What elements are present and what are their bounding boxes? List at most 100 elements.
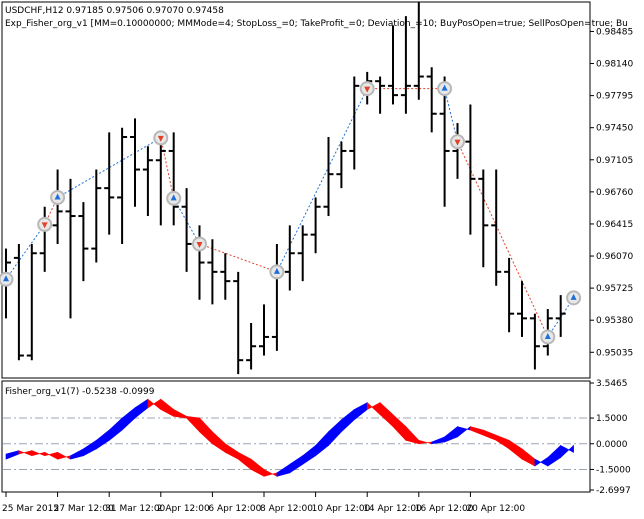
sell-arrow-icon: [196, 241, 203, 248]
fisher-segment: [302, 444, 316, 465]
ohlc-bar: [246, 322, 257, 370]
buy-arrow-icon: [441, 84, 448, 91]
ohlc-bar: [452, 123, 463, 179]
fisher-segment: [315, 431, 329, 457]
fisher-segment: [534, 456, 549, 467]
ohlc-bar: [336, 141, 347, 189]
fisher-segment: [121, 407, 136, 431]
fisher-segment: [237, 451, 252, 471]
ohlc-bar: [284, 225, 295, 291]
time-tick-label: 2 Apr 12:00: [157, 504, 210, 514]
ohlc-bar: [65, 178, 76, 319]
ohlc-bar: [233, 271, 244, 375]
trade-marker: [192, 236, 207, 252]
ohlc-bar: [13, 243, 24, 361]
trade-link: [444, 88, 458, 142]
ohlc-bar: [478, 169, 489, 268]
fisher-segment: [147, 398, 162, 411]
ohlc-bar: [142, 146, 153, 217]
ohlc-bar: [439, 76, 450, 207]
ohlc-bar: [375, 76, 386, 114]
trade-markers: [0, 81, 582, 345]
fisher-segment: [173, 408, 187, 419]
fisher-segment: [547, 444, 562, 467]
trade-link: [160, 137, 175, 199]
ohlc-bar: [91, 169, 102, 263]
fisher-segment: [366, 401, 381, 416]
ohlc-bar: [271, 243, 282, 351]
trade-link: [5, 224, 46, 280]
fisher-segment: [263, 468, 278, 477]
ohlc-bar: [130, 118, 140, 207]
time-tick-label: 20 Apr 12:00: [466, 504, 525, 514]
sell-arrow-icon: [454, 139, 461, 146]
fisher-segment: [560, 444, 574, 459]
ohlc-bar: [310, 197, 321, 254]
price-tick-label: 0.96760: [596, 188, 633, 198]
time-tick-label: 16 Apr 12:00: [415, 504, 474, 514]
fisher-segment: [405, 425, 420, 445]
indicator-tick-label: 3.5465: [596, 379, 628, 389]
fisher-segment: [31, 450, 46, 457]
fisher-segment: [160, 398, 174, 417]
ohlc-bar: [78, 202, 89, 282]
indicator-tick-label: -1.5000: [596, 465, 631, 475]
fisher-segment: [482, 429, 497, 441]
ohlc-bar: [220, 253, 231, 300]
ohlc-bar: [26, 243, 37, 361]
fisher-segment: [353, 402, 368, 421]
buy-arrow-icon: [570, 293, 577, 300]
price-tick-label: 0.97450: [596, 124, 633, 134]
buy-arrow-icon: [3, 275, 9, 282]
price-tick-label: 0.98485: [596, 27, 633, 37]
expert-title: Exp_Fisher_org_v1 [MM=0.10000000; MMMode…: [5, 19, 628, 29]
price-axis: 0.98485 0.98140 0.97795 0.97450 0.97105 0.967…: [590, 27, 633, 358]
buy-arrow-icon: [170, 194, 177, 201]
fisher-segment: [444, 425, 458, 443]
fisher-segment: [18, 450, 33, 457]
ohlc-bar: [349, 76, 360, 170]
fisher-segment: [108, 417, 123, 441]
ohlc-bars: [1, 2, 566, 375]
trade-marker: [153, 130, 169, 146]
fisher-segment: [70, 448, 84, 460]
indicator-tick-label: -2.6997: [596, 486, 631, 496]
fisher-segment: [134, 398, 149, 419]
price-tick-label: 0.96415: [596, 220, 633, 230]
trade-marker: [566, 290, 582, 306]
ohlc-bar: [465, 104, 476, 235]
indicator-title: Fisher_org_v1(7) -0.5238 -0.0999: [5, 387, 155, 397]
time-tick-label: 27 Mar 12:00: [54, 504, 114, 514]
ohlc-bar: [155, 141, 166, 226]
trade-marker: [450, 134, 465, 150]
trade-lines: [5, 88, 575, 338]
main-chart-frame: [1, 1, 591, 379]
fisher-ribbon: [5, 398, 574, 477]
ohlc-bar: [117, 127, 128, 244]
time-tick-label: 6 Apr 12:00: [208, 504, 261, 514]
fisher-segment: [57, 451, 71, 460]
trade-marker: [437, 81, 453, 97]
price-tick-label: 0.96070: [596, 252, 633, 262]
ohlc-bar: [388, 25, 398, 105]
trade-marker: [0, 271, 14, 287]
ohlc-bar: [517, 281, 527, 337]
ohlc-bar: [323, 136, 334, 217]
buy-arrow-icon: [54, 193, 61, 200]
sell-arrow-icon: [157, 135, 164, 142]
ohlc-bar: [426, 67, 437, 133]
ohlc-bar: [207, 239, 218, 305]
trade-marker: [50, 189, 66, 205]
fisher-segment: [212, 431, 226, 453]
buy-arrow-icon: [273, 267, 280, 274]
ohlc-bar: [297, 225, 308, 282]
price-tick-label: 0.98140: [596, 60, 633, 70]
fisher-segment: [431, 436, 445, 445]
fisher-segment: [457, 425, 471, 438]
trade-marker: [540, 329, 556, 345]
symbol-title: USDCHF,H12 0.97185 0.97506 0.97070 0.974…: [5, 6, 224, 16]
time-tick-label: 8 Apr 12:00: [260, 504, 313, 514]
fisher-segment: [5, 450, 20, 460]
